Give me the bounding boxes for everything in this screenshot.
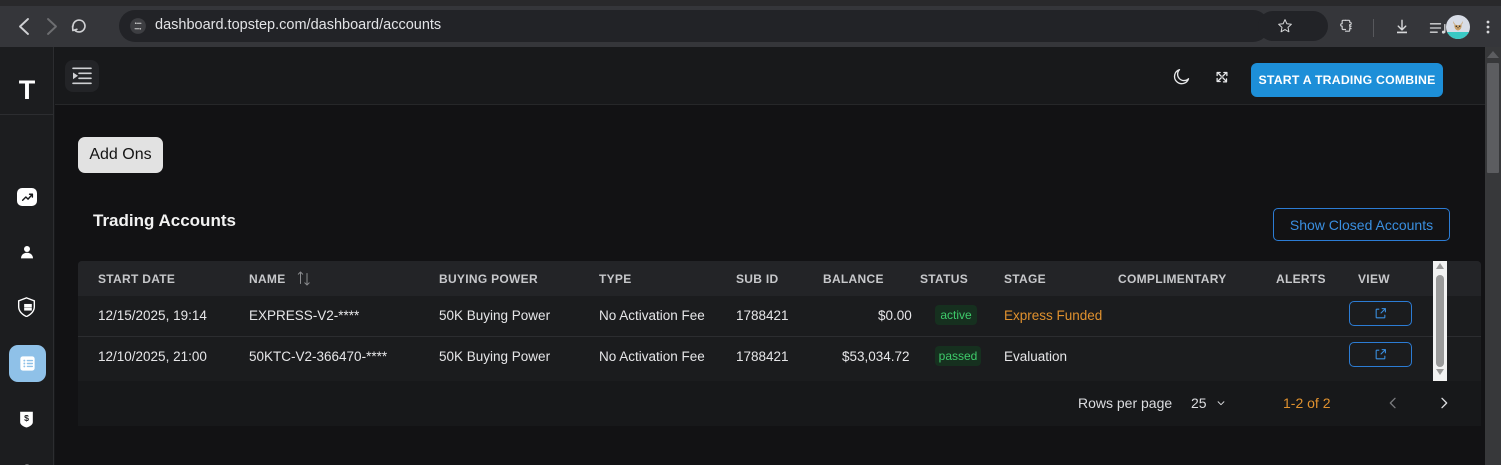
svg-text:$: $ [24,413,29,423]
